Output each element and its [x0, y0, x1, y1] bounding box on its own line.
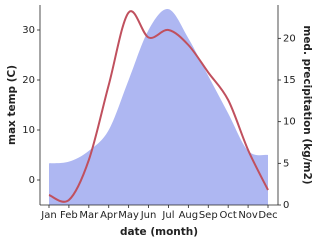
x-tick-label: Jun [140, 210, 157, 221]
y2-tick-label: 0 [283, 200, 289, 211]
y-tick-label: 10 [22, 125, 35, 136]
x-axis-title: date (month) [120, 226, 198, 238]
x-tick-label: Jan [40, 210, 56, 221]
y-tick-label: 20 [22, 75, 35, 86]
x-tick-label: Jul [161, 210, 174, 221]
y-tick-label: 30 [22, 25, 35, 36]
y-axis-title: max temp (C) [6, 65, 18, 145]
y2-tick-label: 20 [283, 33, 296, 44]
x-tick-label: Nov [238, 210, 258, 221]
x-tick-label: May [118, 210, 139, 221]
y2-tick-label: 5 [283, 158, 289, 169]
y2-tick-label: 15 [283, 75, 296, 86]
x-tick-label: Oct [220, 210, 237, 221]
y-tick-label: 0 [29, 175, 35, 186]
x-tick-label: Apr [100, 210, 118, 221]
x-tick-label: Sep [199, 210, 218, 221]
x-tick-label: Dec [258, 210, 277, 221]
temp-line [48, 10, 269, 203]
x-tick-label: Feb [60, 210, 78, 221]
x-tick-label: Mar [79, 210, 99, 221]
x-tick-label: Aug [179, 210, 199, 221]
y2-tick-label: 10 [283, 117, 296, 128]
y2-axis-title: med. precipitation (kg/m2) [301, 25, 313, 184]
precipitation-area [49, 9, 268, 205]
